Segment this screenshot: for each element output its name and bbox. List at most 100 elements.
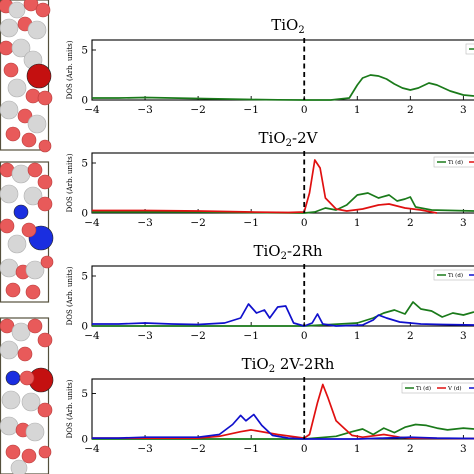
dos-panel-tio2-2v: TiO2-2V DOS (Arb. units) 0 5 −4 −3 −2 −1 0 1 2 3 Ti … (66, 129, 474, 229)
y-tick-label: 0 (81, 208, 88, 220)
x-tick-label: −3 (137, 104, 152, 116)
legend-label: V (d) (447, 385, 462, 392)
series-line-green (92, 301, 474, 327)
y-tick-label: 0 (81, 95, 88, 107)
atom-ti-8 (11, 38, 31, 58)
atom-o-16 (5, 282, 21, 298)
dos-panel-tio2-2v-2rh: TiO2 2V-2Rh DOS (Arb. units) 0 5 −4 −3 −2 −1 0 1 2… (66, 355, 474, 455)
x-tick-label: −2 (190, 217, 205, 229)
atom-o-11 (37, 402, 53, 418)
y-tick-label: 0 (81, 434, 88, 446)
atom-o-13 (25, 88, 41, 104)
atom-ti-12 (7, 78, 27, 98)
x-tick-label: 3 (460, 104, 467, 116)
atom-o-3 (35, 2, 51, 18)
atom-o-2 (27, 162, 43, 178)
atom-o-11 (21, 222, 37, 238)
x-tick-label: −1 (243, 217, 258, 229)
atom-ti-1 (8, 1, 26, 19)
atom-o-16 (17, 108, 33, 124)
axes-frame (91, 265, 474, 327)
atom-o-17 (38, 445, 52, 459)
x-tick-label: 1 (354, 217, 361, 229)
atom-ti-1 (11, 164, 31, 184)
atom-o-7 (0, 40, 14, 56)
atom-o-20 (38, 139, 52, 153)
legend: Ti (d) (465, 43, 474, 55)
panel-title: TiO2 (271, 16, 304, 36)
structure-panel-2 (0, 161, 54, 303)
structure-panel-3 (0, 317, 54, 474)
structure-panel-1 (0, 0, 53, 153)
x-tick-label: −1 (243, 330, 258, 342)
atom-blue-5 (13, 204, 29, 220)
atom-blue-6 (5, 370, 21, 386)
atom-o-3 (37, 174, 53, 190)
x-tick-label: 3 (460, 330, 467, 342)
atom-o-2 (27, 318, 43, 334)
y-axis-label: DOS (Arb. units) (66, 266, 74, 325)
series-line-green (92, 423, 474, 440)
x-tick-label: −4 (84, 217, 100, 229)
atom-ti-12 (0, 416, 19, 436)
dos-panel-tio2: TiO2 DOS (Arb. units) 0 5 −4 −3 −2 −1 0 1 2 3 Ti (d) (66, 16, 474, 116)
legend-box (433, 269, 474, 281)
panel-title: TiO2 2V-2Rh (242, 355, 335, 375)
structure-atoms-tio2 (0, 0, 53, 153)
x-tick-label: 1 (354, 443, 361, 455)
series-line-red (92, 383, 474, 440)
series-line-blue (92, 413, 474, 440)
x-tick-label: −4 (84, 330, 100, 342)
x-tick-label: −1 (243, 443, 258, 455)
legend-box (433, 156, 474, 168)
atom-o-3 (37, 332, 53, 348)
atom-ti-10 (21, 392, 41, 412)
atom-ti-18 (10, 459, 28, 474)
legend-label: Ti (d) (416, 385, 431, 392)
x-tick-label: −2 (190, 330, 205, 342)
x-tick-label: −2 (190, 104, 205, 116)
atom-o-8 (19, 370, 35, 386)
atom-o-7 (37, 196, 53, 212)
atom-o-9 (0, 218, 15, 234)
x-tick-label: 1 (354, 330, 361, 342)
atom-ti-9 (1, 390, 21, 410)
legend: Ti (d)V (d)Rh (401, 382, 474, 394)
x-tick-label: −4 (84, 104, 100, 116)
x-tick-label: 2 (407, 330, 414, 342)
y-axis-label: DOS (Arb. units) (66, 153, 74, 212)
x-tick-label: 0 (301, 330, 308, 342)
x-tick-label: −1 (243, 104, 258, 116)
atom-ti-6 (27, 20, 47, 40)
atom-o-19 (21, 132, 37, 148)
atom-o-5 (17, 346, 33, 362)
atom-ti-17 (27, 114, 47, 134)
atom-ti-4 (0, 340, 19, 360)
atom-ti-4 (0, 18, 19, 38)
axes-frame (91, 39, 474, 101)
atom-o-15 (40, 255, 54, 269)
x-tick-label: −2 (190, 443, 205, 455)
x-tick-label: −3 (137, 330, 152, 342)
atom-ti-15 (0, 100, 19, 120)
y-tick-label: 5 (81, 271, 88, 283)
panel-title: TiO2-2Rh (253, 242, 322, 262)
structure-atoms-tio2-2v-2rh (0, 318, 54, 474)
x-tick-label: −4 (84, 443, 100, 455)
atom-ti-14 (25, 260, 45, 280)
atom-ti-14 (25, 422, 45, 442)
atom-o-16 (21, 448, 37, 464)
axes-frame (91, 152, 474, 214)
structure-atoms-tio2-2v (0, 162, 54, 300)
x-tick-label: 0 (301, 443, 308, 455)
x-tick-label: 2 (407, 104, 414, 116)
series-line-green (92, 74, 474, 101)
series-line-red (92, 159, 438, 214)
x-tick-label: −3 (137, 443, 152, 455)
x-tick-label: 3 (460, 217, 467, 229)
x-tick-label: 2 (407, 217, 414, 229)
atom-ti-1 (11, 322, 31, 342)
x-tick-label: 0 (301, 217, 308, 229)
y-tick-label: 0 (81, 321, 88, 333)
atom-o-2 (23, 0, 39, 12)
